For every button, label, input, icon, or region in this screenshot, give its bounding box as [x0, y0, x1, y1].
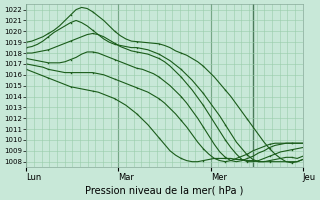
- X-axis label: Pression niveau de la mer( hPa ): Pression niveau de la mer( hPa ): [85, 186, 244, 196]
